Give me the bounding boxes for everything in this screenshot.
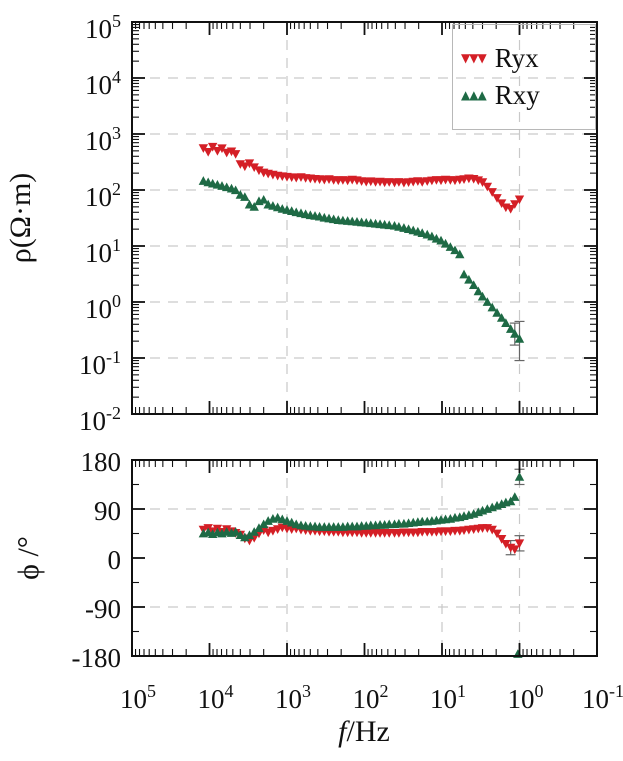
svg-text:104: 104 [198, 681, 234, 714]
legend-item-rxy: ▲▲▲ Rxy [461, 82, 595, 109]
axes [131, 21, 598, 657]
svg-text:103: 103 [85, 123, 121, 156]
legend-label-rxy: Rxy [494, 80, 540, 110]
series-rxy-phase [198, 468, 525, 658]
data-series [198, 142, 525, 658]
svg-text:105: 105 [120, 681, 156, 714]
svg-text:10-1: 10-1 [79, 347, 121, 380]
legend-label-ryx: Ryx [494, 43, 539, 73]
svg-text:10-2: 10-2 [79, 403, 121, 436]
axis-labels: 105 104 103 102 101 100 10-1 105 104 103 102 101 100… [4, 11, 623, 748]
svg-text:103: 103 [275, 681, 311, 714]
svg-text:105: 105 [85, 11, 121, 44]
series-ryx-resistivity [198, 142, 525, 214]
y-axis-label-resistivity: ρ(Ω·m) [4, 173, 37, 264]
svg-text:180: 180 [81, 447, 122, 477]
svg-text:-90: -90 [85, 594, 121, 624]
svg-text:104: 104 [85, 67, 121, 100]
svg-text:100: 100 [508, 681, 544, 714]
svg-text:10-1: 10-1 [582, 681, 623, 714]
triangle-up-markers-icon: ▲▲▲ [461, 87, 487, 102]
svg-text:100: 100 [85, 291, 121, 324]
x-axis-label-frequency: f/Hz [338, 715, 390, 748]
svg-text:0: 0 [108, 545, 122, 575]
svg-text:101: 101 [85, 235, 121, 268]
svg-text:-180: -180 [72, 643, 122, 673]
series-rxy-resistivity [198, 176, 525, 362]
svg-text:102: 102 [353, 681, 389, 714]
legend-item-ryx: ▼▼▼ Ryx [461, 45, 595, 72]
triangle-down-markers-icon: ▼▼▼ [461, 50, 487, 65]
chart-legend: ▼▼▼ Ryx ▲▲▲ Rxy [452, 24, 596, 130]
svg-text:102: 102 [85, 179, 121, 212]
y-axis-label-phase: ϕ /° [12, 536, 45, 580]
svg-text:101: 101 [430, 681, 466, 714]
svg-text:90: 90 [94, 496, 121, 526]
